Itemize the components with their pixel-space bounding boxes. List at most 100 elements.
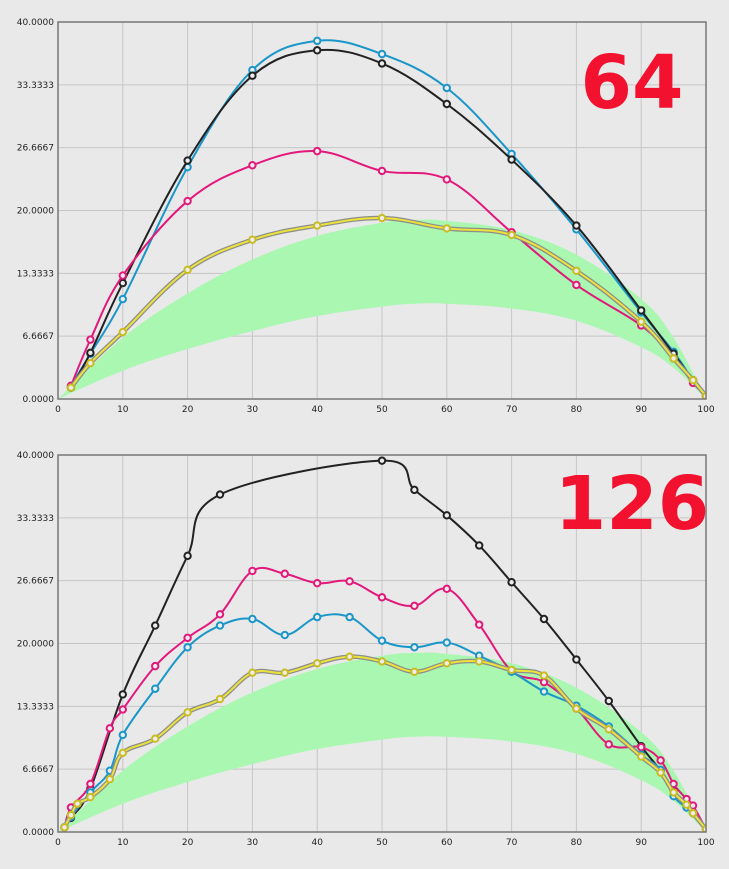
y-tick-label: 0.0000 [23, 395, 55, 405]
series-2-point [183, 196, 192, 206]
series-0-point [442, 83, 451, 93]
series-0-point [475, 541, 484, 550]
series-2-point [280, 630, 289, 640]
series-2-point [313, 612, 322, 622]
series-2-point [442, 638, 451, 647]
x-tick-label: 90 [635, 405, 647, 415]
series-1-point [475, 620, 484, 629]
y-tick-label: 13.3333 [17, 702, 54, 712]
y-tick-label: 13.3333 [17, 269, 54, 279]
x-tick-label: 50 [376, 838, 388, 848]
series-0-point [215, 490, 225, 499]
series-3-point [151, 734, 160, 743]
y-tick-label: 26.6667 [17, 577, 54, 587]
series-2-point [118, 730, 128, 740]
y-tick-label: 33.3333 [17, 81, 54, 91]
series-1-point [183, 633, 192, 643]
series-3-point [105, 775, 115, 784]
series-3-point [656, 768, 665, 777]
chart-annotation: 126 [555, 461, 709, 547]
series-3-point [442, 224, 451, 233]
series-1-point [656, 756, 665, 765]
y-tick-label: 40.0000 [17, 451, 54, 461]
series-2-point [248, 161, 257, 170]
series-1-point [442, 584, 451, 594]
series-3-point [572, 266, 581, 276]
series-3-point [637, 752, 646, 761]
series-2-point [86, 335, 95, 344]
x-tick-label: 0 [55, 838, 61, 848]
series-1-point [86, 348, 95, 358]
x-tick-label: 30 [247, 405, 259, 415]
x-tick-label: 70 [506, 405, 518, 415]
series-3-point [118, 748, 128, 758]
series-3-point [688, 375, 698, 385]
plot-frame [57, 454, 707, 833]
series-3-point [313, 221, 322, 230]
series-2-point [183, 643, 192, 652]
y-tick-label: 6.6667 [23, 332, 55, 342]
series-2-point [442, 175, 451, 184]
x-tick-label: 10 [117, 838, 129, 848]
series-2-point [572, 280, 581, 290]
x-tick-label: 60 [441, 838, 453, 848]
series-1-point [313, 46, 322, 55]
x-tick-label: 70 [506, 838, 518, 848]
series-1-point [410, 601, 419, 610]
series-3-point [539, 671, 549, 680]
x-tick-label: 20 [182, 405, 194, 415]
confidence-band [58, 652, 706, 832]
series-3-point [669, 788, 678, 797]
series-3-point [183, 708, 192, 717]
series-0-point [313, 36, 322, 46]
series-0-point [377, 456, 387, 465]
series-3-point [410, 667, 419, 676]
x-tick-label: 80 [571, 405, 583, 415]
y-tick-label: 0.0000 [23, 828, 55, 838]
series-2-point [345, 612, 354, 622]
x-tick-label: 30 [247, 838, 259, 848]
x-tick-label: 10 [117, 405, 129, 415]
series-3-point [507, 230, 516, 240]
series-1-point [442, 99, 451, 109]
series-3-point [572, 704, 581, 713]
x-tick-label: 0 [55, 405, 61, 415]
series-1-point [105, 724, 115, 733]
series-3-point [280, 668, 289, 677]
series-1-point [118, 278, 128, 288]
series-2-point [410, 643, 419, 652]
series-3-point [475, 657, 484, 666]
series-1-point [280, 569, 289, 578]
series-1-point [604, 740, 613, 749]
series-2-point [377, 636, 387, 645]
plot-frame [57, 21, 707, 400]
series-0-point [539, 614, 549, 624]
series-3-point [118, 327, 128, 337]
x-tick-label: 100 [697, 405, 714, 415]
series-1-point [345, 577, 354, 586]
series-2-point [377, 166, 387, 176]
x-tick-label: 80 [571, 838, 583, 848]
series-3-point [86, 358, 95, 368]
series-1-point [248, 71, 257, 80]
series-3-point [604, 725, 613, 734]
series-3-point [183, 265, 192, 275]
series-1-point [151, 661, 160, 671]
series-0-point [572, 655, 581, 664]
series-3-point [60, 823, 69, 832]
x-tick-label: 40 [311, 405, 323, 415]
series-1-point [248, 566, 257, 576]
x-tick-label: 60 [441, 405, 453, 415]
series-3-point [73, 799, 82, 808]
series-3-line [70, 217, 706, 397]
y-tick-label: 33.3333 [17, 514, 54, 524]
series-1-point [637, 306, 646, 315]
series-1-point [313, 578, 322, 588]
series-2-point [539, 687, 549, 696]
y-tick-label: 6.6667 [23, 765, 55, 775]
series-1-point [86, 779, 95, 789]
chart-annotation: 64 [581, 40, 684, 126]
y-tick-label: 20.0000 [17, 207, 54, 217]
series-1-point [215, 610, 225, 619]
series-1-point [377, 593, 387, 602]
